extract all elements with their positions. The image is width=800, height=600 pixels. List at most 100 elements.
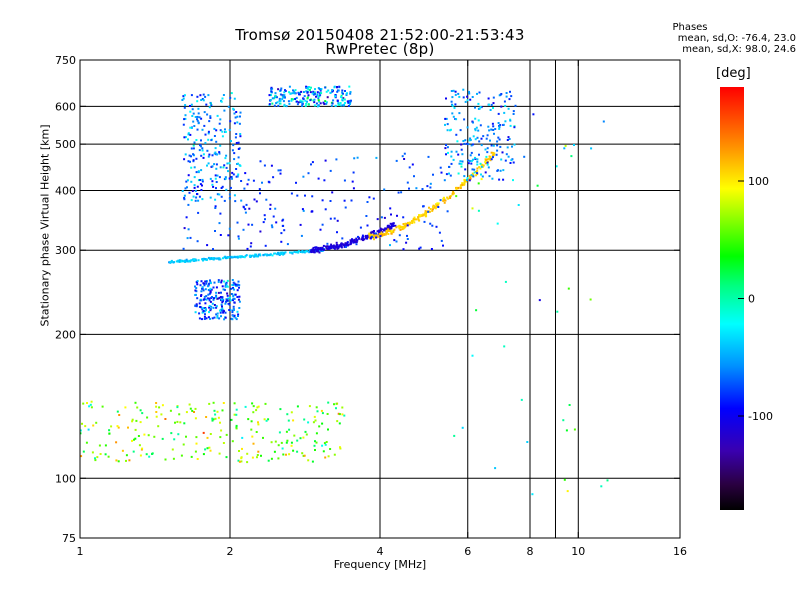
- echo-point: [208, 282, 210, 285]
- echo-point: [128, 459, 131, 462]
- echo-point: [316, 93, 319, 96]
- echo-point: [307, 94, 310, 97]
- echo-point: [104, 444, 107, 447]
- echo-point: [352, 171, 355, 174]
- echo-point: [306, 100, 308, 103]
- echo-point: [218, 193, 221, 196]
- echo-point: [313, 101, 316, 104]
- echo-point: [204, 280, 207, 283]
- echo-point: [443, 196, 445, 199]
- echo-point: [562, 419, 565, 422]
- echo-point: [482, 135, 485, 138]
- echo-point: [191, 126, 193, 129]
- echo-point: [474, 106, 476, 109]
- echo-point: [231, 440, 234, 443]
- echo-point: [203, 295, 206, 298]
- echo-point: [284, 96, 286, 99]
- echo-point: [439, 199, 442, 202]
- echo-point: [389, 222, 392, 225]
- echo-point: [306, 87, 309, 90]
- echo-point: [195, 171, 198, 174]
- echo-point: [306, 97, 309, 100]
- echo-point: [209, 101, 212, 104]
- echo-point: [466, 95, 469, 98]
- echo-point: [223, 280, 226, 283]
- echo-point: [220, 309, 223, 312]
- echo-point: [463, 142, 466, 145]
- echo-point: [288, 428, 291, 431]
- echo-point: [91, 451, 94, 454]
- echo-point: [451, 103, 453, 106]
- echo-point: [346, 92, 348, 95]
- echo-point: [503, 345, 506, 348]
- echo-point: [461, 160, 464, 163]
- echo-point: [429, 186, 432, 189]
- echo-point: [172, 457, 175, 460]
- echo-point: [563, 478, 566, 481]
- echo-point: [563, 147, 566, 150]
- echo-point: [274, 252, 277, 255]
- echo-point: [211, 302, 214, 305]
- echo-point: [346, 243, 349, 246]
- echo-point: [376, 218, 379, 221]
- echo-point: [504, 280, 507, 283]
- echo-point: [212, 306, 215, 309]
- echo-point: [390, 213, 392, 216]
- echo-point: [446, 123, 449, 126]
- echo-point: [445, 153, 447, 156]
- echo-point: [437, 202, 440, 205]
- echo-point: [155, 405, 158, 408]
- echo-point: [193, 125, 196, 127]
- echo-point: [198, 317, 201, 320]
- echo-point: [374, 232, 377, 235]
- echo-point: [396, 214, 398, 217]
- echo-point: [472, 135, 475, 138]
- echo-point: [293, 434, 296, 437]
- echo-point: [329, 217, 332, 220]
- echo-point: [237, 313, 240, 316]
- echo-point: [79, 429, 82, 432]
- echo-point: [388, 229, 390, 232]
- echo-point: [208, 446, 211, 449]
- echo-point: [247, 223, 250, 226]
- echo-point: [316, 247, 319, 250]
- echo-point: [283, 252, 286, 255]
- echo-point: [325, 102, 328, 105]
- echo-point: [472, 158, 474, 161]
- echo-point: [505, 92, 508, 94]
- echo-point: [460, 143, 463, 146]
- echo-point: [239, 133, 242, 135]
- echo-point: [274, 207, 277, 210]
- echo-point: [201, 149, 204, 152]
- echo-point: [492, 154, 495, 157]
- y-tick-label: 100: [55, 472, 76, 485]
- echo-point: [512, 110, 515, 113]
- echo-point: [259, 253, 261, 256]
- echo-point: [213, 135, 216, 137]
- echo-point: [296, 103, 299, 106]
- echo-point: [277, 457, 280, 460]
- echo-point: [297, 101, 300, 104]
- echo-point: [196, 193, 198, 195]
- echo-point: [194, 450, 197, 453]
- echo-point: [366, 201, 369, 203]
- echo-point: [178, 413, 181, 416]
- echo-point: [194, 311, 197, 314]
- echo-point: [322, 248, 325, 251]
- echo-point: [279, 253, 282, 256]
- echo-point: [190, 103, 193, 106]
- echo-point: [279, 102, 282, 105]
- echo-point: [285, 430, 288, 433]
- echo-point: [228, 193, 231, 196]
- echo-point: [194, 116, 197, 118]
- echo-point: [288, 85, 291, 88]
- echo-point: [209, 449, 212, 452]
- echo-point: [218, 258, 221, 261]
- echo-point: [337, 245, 340, 248]
- echo-point: [225, 154, 228, 157]
- echo-point: [195, 303, 198, 306]
- echo-point: [219, 118, 222, 121]
- echo-point: [467, 162, 470, 165]
- echo-point: [220, 187, 223, 189]
- echo-point: [201, 128, 204, 131]
